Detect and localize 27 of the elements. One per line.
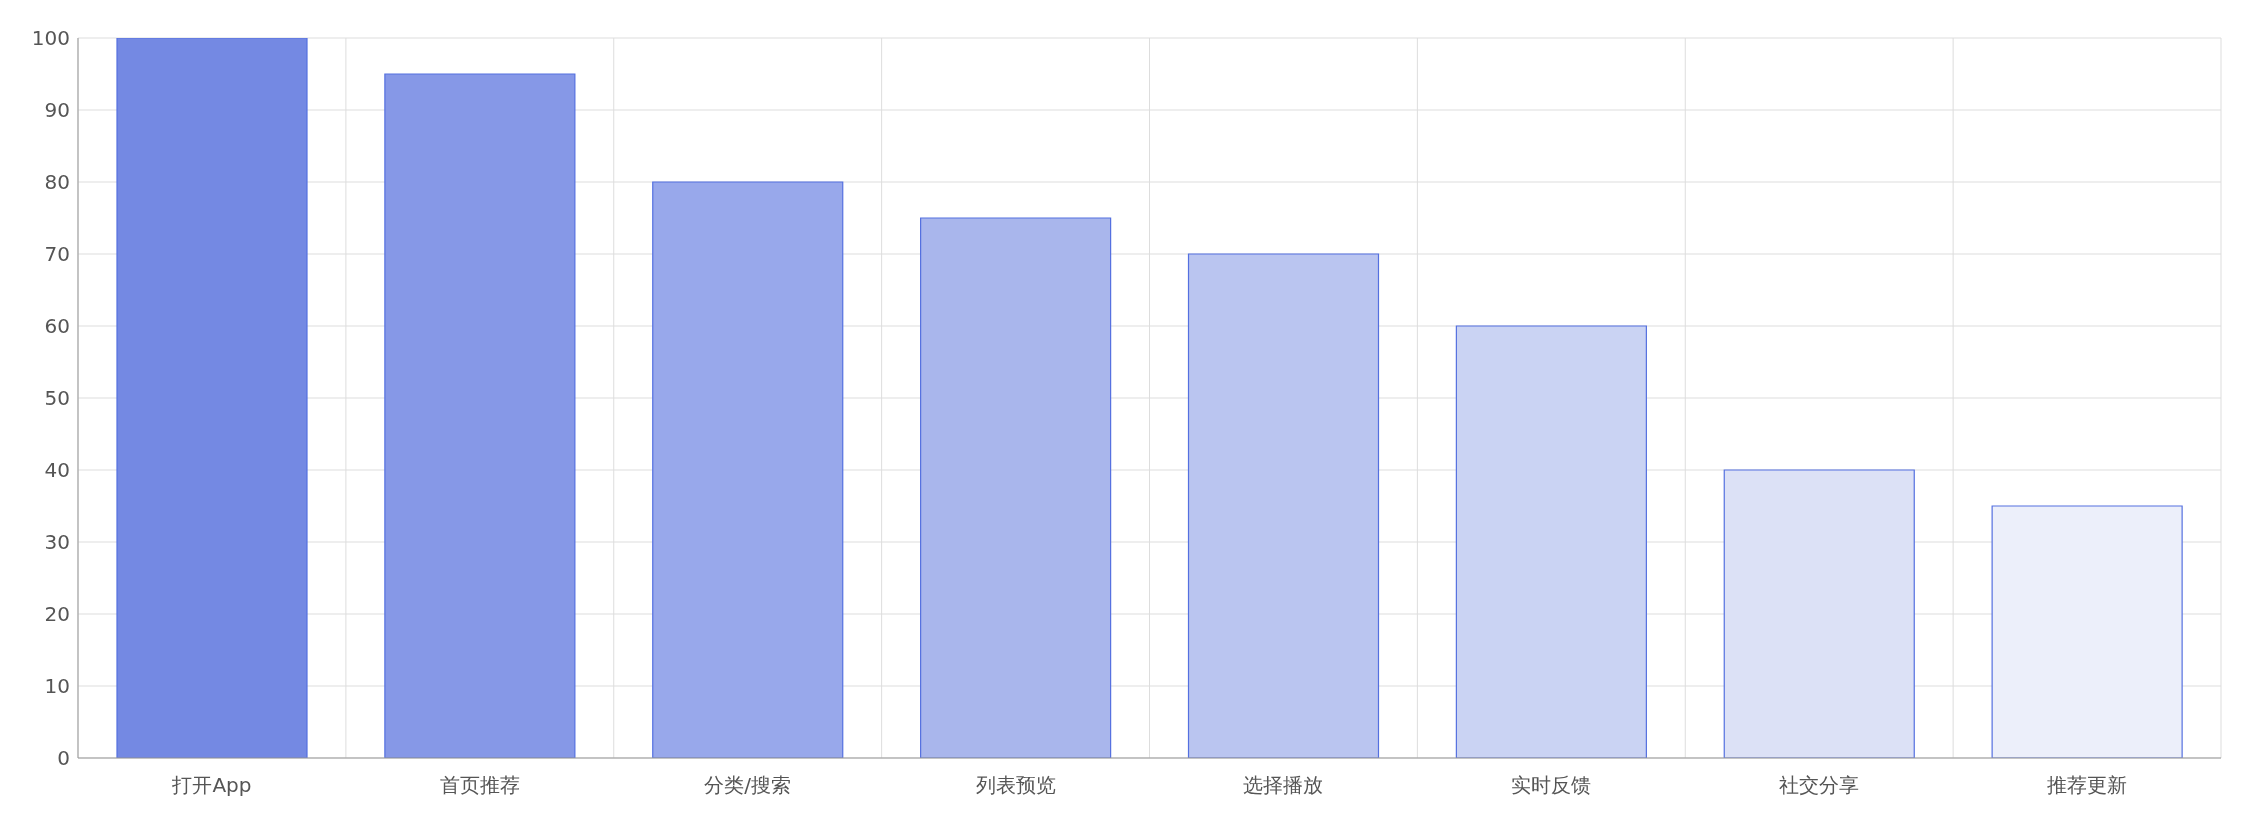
bar <box>920 217 1112 758</box>
x-tick-label: 选择播放 <box>1243 773 1324 798</box>
x-tick-label: 打开App <box>171 773 252 798</box>
y-tick-label: 40 <box>44 458 70 483</box>
x-tick-label: 推荐更新 <box>2047 773 2128 798</box>
bar <box>384 73 576 758</box>
y-tick-label: 90 <box>44 98 70 123</box>
y-tick-label: 100 <box>31 26 70 51</box>
x-tick-label: 分类/搜索 <box>704 773 792 798</box>
bar <box>1455 325 1647 758</box>
y-tick-label: 0 <box>57 746 70 771</box>
bar <box>116 38 308 758</box>
bar <box>1723 469 1915 758</box>
y-tick-label: 20 <box>44 602 70 627</box>
x-tick-label: 列表预览 <box>975 773 1056 798</box>
y-tick-label: 80 <box>44 170 70 195</box>
bar <box>652 181 844 758</box>
y-tick-label: 60 <box>44 314 70 339</box>
y-tick-label: 50 <box>44 386 70 411</box>
y-tick-label: 70 <box>44 242 70 267</box>
x-tick-label: 社交分享 <box>1779 773 1860 798</box>
x-tick-label: 实时反馈 <box>1511 773 1592 798</box>
bar <box>1991 505 2183 758</box>
bar <box>1187 253 1380 758</box>
x-tick-label: 首页推荐 <box>439 773 520 798</box>
y-tick-label: 30 <box>44 530 70 555</box>
y-tick-label: 10 <box>44 674 70 699</box>
